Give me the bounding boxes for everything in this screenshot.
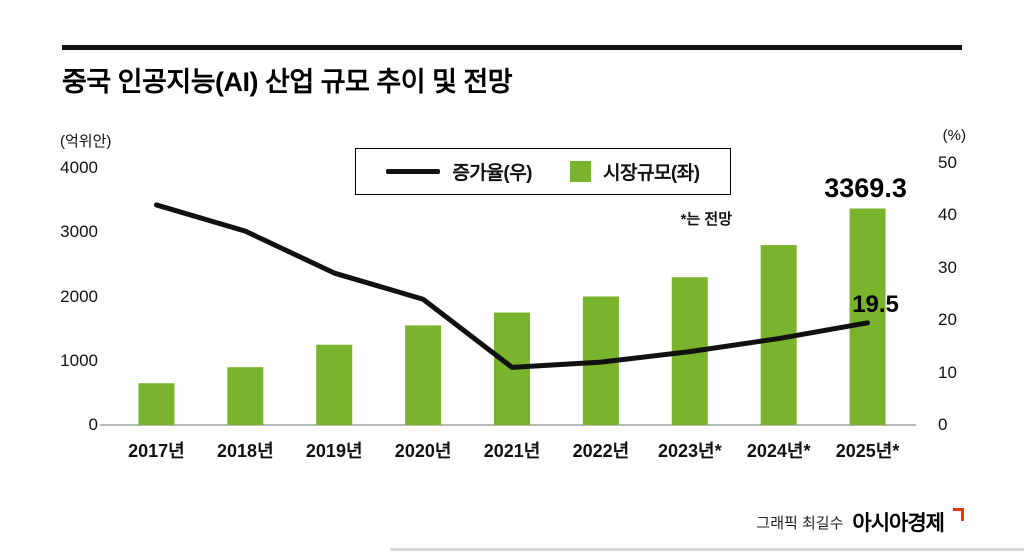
brand-logo: 아시아경제 (852, 512, 945, 535)
left-axis-unit-label: (억위안) (60, 133, 112, 150)
footer: 그래픽 최길수 아시아경제 (756, 507, 964, 537)
graphic-credit: 그래픽 최길수 (756, 514, 844, 532)
forecast-note: *는 전망 (680, 211, 732, 228)
market-size-bar-2025년* (849, 208, 886, 425)
bar-value-label: 3369.3 (824, 172, 907, 203)
right-axis-unit-label: (%) (942, 127, 966, 144)
top-rule (62, 45, 962, 50)
market-size-bar-2018년 (227, 367, 264, 425)
market-size-bar-2019년 (316, 344, 353, 425)
market-size-bar-2017년 (138, 383, 175, 425)
market-size-bar-2020년 (405, 325, 442, 425)
growth-line-legend-label: 증가율(우) (452, 163, 532, 184)
growth-rate-line (153, 202, 871, 370)
market-size-legend-label: 시장규모(좌) (603, 163, 700, 184)
market-size-bar-swatch (570, 161, 591, 182)
bottom-rule (390, 548, 1024, 551)
legend: 증가율(우) 시장규모(좌) (355, 148, 731, 195)
brand-red-mark-icon (953, 508, 964, 521)
growth-line-swatch (386, 169, 441, 174)
page-title: 중국 인공지능(AI) 산업 규모 추이 및 전망 (62, 67, 513, 97)
line-value-label: 19.5 (852, 290, 899, 318)
